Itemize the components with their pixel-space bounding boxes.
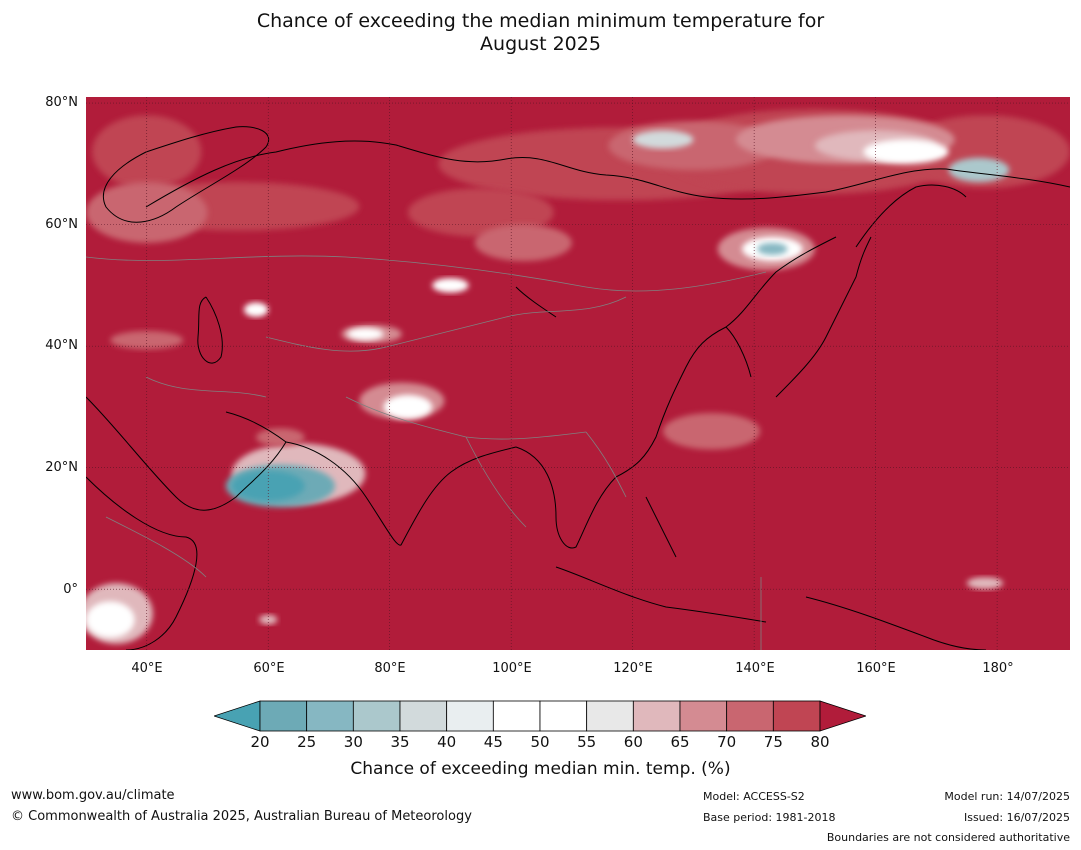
lon-label-160e: 160°E <box>856 661 896 676</box>
colorbar-swatch <box>259 700 308 732</box>
colorbar-tick-label: 30 <box>343 733 363 751</box>
title-line-1: Chance of exceeding the median minimum t… <box>256 10 825 32</box>
colorbar-swatch <box>306 700 354 732</box>
probability-patch <box>432 278 469 293</box>
lon-label-40e: 40°E <box>131 661 163 676</box>
lat-label-60n: 60°N <box>45 217 78 232</box>
probability-patch <box>663 413 761 450</box>
lat-label-0: 0° <box>63 582 78 597</box>
footer-model-run: Model run: 14/07/2025 <box>944 790 1070 803</box>
probability-patch <box>243 302 269 317</box>
colorbar-swatches <box>212 700 868 732</box>
colorbar-tick-label: 70 <box>717 733 737 751</box>
colorbar-low-extend <box>212 700 261 732</box>
colorbar-tick-label: 25 <box>297 733 317 751</box>
colorbar-swatch <box>492 700 541 732</box>
lat-label-20n: 20°N <box>45 460 78 475</box>
colorbar-swatch <box>586 700 634 732</box>
probability-patch <box>347 327 384 341</box>
lat-label-80n: 80°N <box>45 95 78 110</box>
colorbar-tick-label: 50 <box>530 733 550 751</box>
probability-patch <box>966 577 1004 590</box>
colorbar <box>212 700 868 732</box>
probability-patch <box>632 130 694 149</box>
probability-patch <box>86 601 135 638</box>
colorbar-tick-label: 65 <box>670 733 690 751</box>
lon-label-120e: 120°E <box>613 661 653 676</box>
chart-title: Chance of exceeding the median minimum t… <box>0 10 1081 56</box>
colorbar-swatch <box>446 700 494 732</box>
probability-patch <box>231 470 305 502</box>
probability-patch <box>863 139 949 164</box>
lat-label-40n: 40°N <box>45 338 78 353</box>
colorbar-tick-label: 40 <box>437 733 457 751</box>
country-borders <box>86 255 767 650</box>
footer-base-period: Base period: 1981-2018 <box>703 811 836 824</box>
colorbar-tick-label: 60 <box>623 733 643 751</box>
title-line-2: August 2025 <box>480 33 601 55</box>
probability-patch <box>383 394 433 420</box>
colorbar-tick-label: 45 <box>483 733 503 751</box>
footer-issued: Issued: 16/07/2025 <box>963 811 1070 824</box>
colorbar-tick-label: 35 <box>390 733 410 751</box>
colorbar-swatch <box>726 700 774 732</box>
colorbar-high-extend <box>819 700 868 732</box>
colorbar-swatch <box>399 700 448 732</box>
footer-model: Model: ACCESS-S2 <box>703 790 805 803</box>
probability-patches <box>86 109 1070 644</box>
lon-label-180: 180° <box>982 661 1014 676</box>
colorbar-swatch <box>772 700 821 732</box>
lon-label-100e: 100°E <box>492 661 532 676</box>
colorbar-swatch <box>632 700 681 732</box>
footer-url[interactable]: www.bom.gov.au/climate <box>11 788 175 803</box>
colorbar-tick-label: 80 <box>810 733 830 751</box>
coastlines <box>86 126 1070 650</box>
colorbar-tick-label: 55 <box>577 733 597 751</box>
probability-patch <box>86 182 208 243</box>
probability-patch <box>948 157 1010 183</box>
colorbar-swatch <box>539 700 588 732</box>
forecast-map[interactable] <box>86 97 1070 650</box>
colorbar-swatch <box>352 700 401 732</box>
lon-label-60e: 60°E <box>253 661 285 676</box>
map-canvas <box>86 97 1070 650</box>
colorbar-swatch <box>679 700 728 732</box>
colorbar-label: Chance of exceeding median min. temp. (%… <box>350 759 731 779</box>
lon-label-140e: 140°E <box>735 661 775 676</box>
colorbar-tick-label: 20 <box>250 733 270 751</box>
lon-label-80e: 80°E <box>374 661 406 676</box>
graticule <box>86 97 1070 650</box>
probability-patch <box>757 242 788 255</box>
probability-patch <box>407 188 554 237</box>
footer-copyright: © Commonwealth of Australia 2025, Austra… <box>11 809 472 824</box>
footer-disclaimer: Boundaries are not considered authoritat… <box>826 831 1070 844</box>
probability-patch <box>474 224 572 262</box>
colorbar-tick-label: 75 <box>763 733 783 751</box>
